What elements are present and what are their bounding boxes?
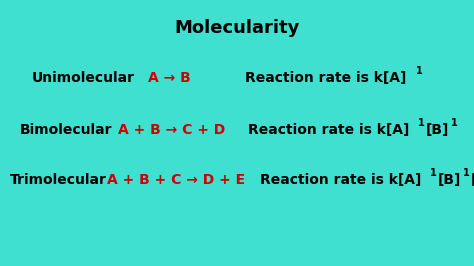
Text: A + B + C → D + E: A + B + C → D + E (107, 173, 245, 187)
Text: [B]: [B] (426, 123, 449, 137)
Text: Molecularity: Molecularity (174, 19, 300, 37)
Text: 1: 1 (451, 118, 458, 128)
Text: [C]: [C] (471, 173, 474, 187)
Text: Reaction rate is k[A]: Reaction rate is k[A] (248, 123, 410, 137)
Text: A + B → C + D: A + B → C + D (118, 123, 225, 137)
Text: 1: 1 (430, 168, 437, 178)
Text: Trimolecular: Trimolecular (10, 173, 107, 187)
Text: 1: 1 (418, 118, 425, 128)
Text: A → B: A → B (148, 71, 191, 85)
Text: Unimolecular: Unimolecular (32, 71, 135, 85)
Text: 1: 1 (416, 66, 423, 76)
Text: Reaction rate is k[A]: Reaction rate is k[A] (260, 173, 421, 187)
Text: Reaction rate is k[A]: Reaction rate is k[A] (245, 71, 406, 85)
Text: Bimolecular: Bimolecular (20, 123, 112, 137)
Text: [B]: [B] (438, 173, 461, 187)
Text: 1: 1 (463, 168, 470, 178)
